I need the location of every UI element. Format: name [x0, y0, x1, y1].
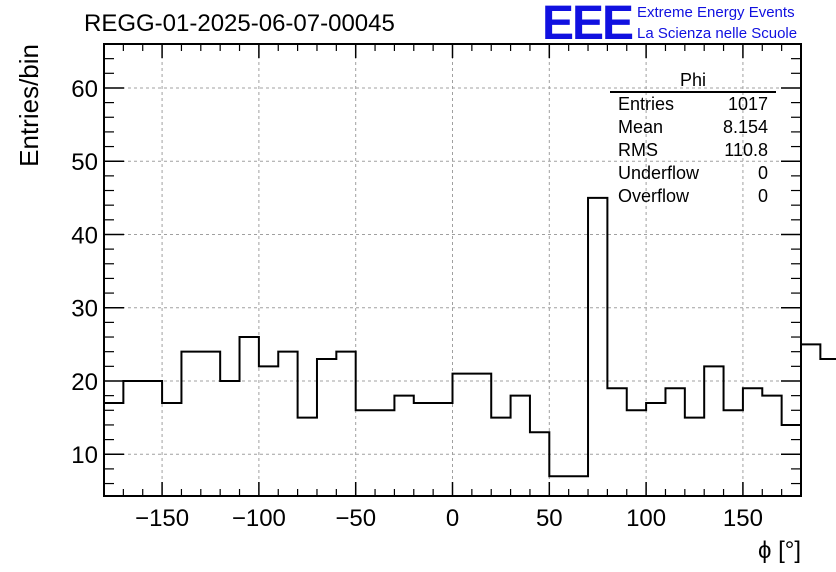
- stats-value: 110.8: [724, 140, 768, 160]
- x-tick-label: 0: [446, 505, 459, 532]
- logo-line-1: Extreme Energy Events: [637, 4, 795, 21]
- stats-value: 0: [757, 163, 768, 183]
- x-tick-label: −50: [335, 505, 376, 532]
- stats-label: Underflow: [618, 163, 700, 183]
- stats-row-underflow: Underflow 0: [610, 162, 776, 185]
- axis-ticks: [104, 44, 801, 496]
- x-tick-label: −150: [135, 505, 189, 532]
- stats-label: Mean: [618, 117, 664, 137]
- x-tick-label: −100: [232, 505, 286, 532]
- y-tick-label: 10: [71, 442, 98, 469]
- stats-row-rms: RMS 110.8: [610, 139, 776, 162]
- stats-value: 8.154: [722, 117, 768, 137]
- stats-label: RMS: [618, 140, 658, 160]
- y-tick-label: 50: [71, 149, 98, 176]
- stats-rows: Entries 1017 Mean 8.154 RMS 110.8 Underflow 0 Ov…: [610, 93, 776, 208]
- y-tick-label: 40: [71, 222, 98, 249]
- y-tick-label: 30: [71, 296, 98, 323]
- x-tick-label: 50: [536, 505, 563, 532]
- logo-line-2: La Scienza nelle Scuole: [637, 25, 798, 42]
- x-tick-label: 150: [723, 505, 763, 532]
- chart-title: REGG-01-2025-06-07-00045: [84, 10, 395, 37]
- stats-value: 0: [757, 186, 768, 206]
- stats-row-mean: Mean 8.154: [610, 116, 776, 139]
- stats-title: Phi: [610, 70, 776, 93]
- stats-label: Overflow: [618, 186, 690, 206]
- stats-row-entries: Entries 1017: [610, 93, 776, 116]
- x-axis-label: ϕ [°]: [758, 537, 801, 564]
- x-tick-label: 100: [626, 505, 666, 532]
- stats-label: Entries: [618, 94, 675, 114]
- stats-row-overflow: Overflow 0: [610, 185, 776, 208]
- y-tick-label: 20: [71, 369, 98, 396]
- stats-value: 1017: [727, 94, 768, 114]
- y-tick-label: 60: [71, 76, 98, 103]
- histogram-outline: [104, 196, 836, 478]
- stats-box: Phi Entries 1017 Mean 8.154 RMS 110.8 Underflo…: [610, 70, 776, 208]
- eee-logo: EEE: [542, 0, 634, 50]
- y-axis-label: Entries/bin: [14, 44, 44, 167]
